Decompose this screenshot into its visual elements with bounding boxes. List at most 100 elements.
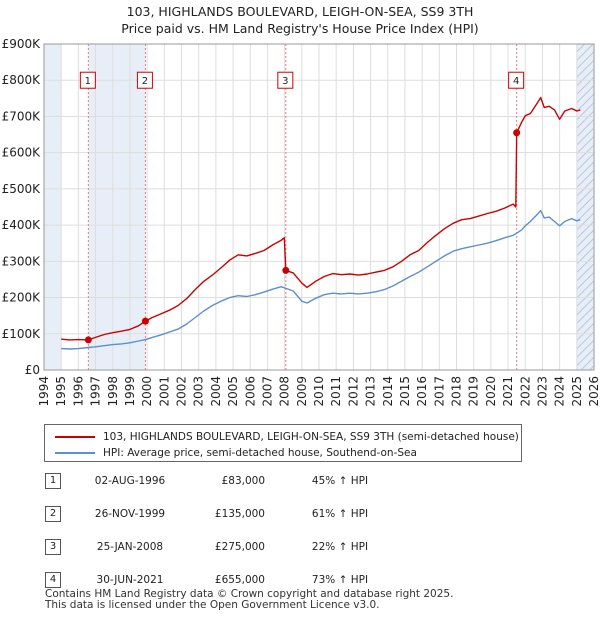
x-tick-label: 2003 bbox=[192, 376, 206, 407]
x-tick-label: 2014 bbox=[381, 376, 395, 407]
x-tick-labels: 1994 1995 1996 1997 1998 1999 2000 2001 2002 2003… bbox=[37, 376, 600, 407]
sale-marker-label: 4 bbox=[513, 76, 519, 87]
y-tick-label: £400K bbox=[2, 218, 42, 232]
x-tick-label: 2020 bbox=[484, 376, 498, 407]
y-tick-label: £800K bbox=[2, 73, 42, 87]
gridlines bbox=[43, 43, 595, 371]
sale-marker-box bbox=[79, 71, 96, 89]
x-tick-label: 2022 bbox=[518, 376, 532, 407]
y-tick-label: £200K bbox=[2, 291, 42, 305]
shaded-range bbox=[44, 44, 62, 370]
x-tick-label: 2025 bbox=[570, 376, 584, 407]
legend: 103, HIGHLANDS BOULEVARD, LEIGH-ON-SEA, … bbox=[44, 424, 522, 462]
sale-marker-box bbox=[136, 71, 153, 89]
x-tick-label: 2008 bbox=[278, 376, 292, 407]
legend-label-hpi: HPI: Average price, semi-detached house,… bbox=[103, 447, 417, 459]
x-tick-label: 2018 bbox=[450, 376, 464, 407]
sale-date: 25-JAN-2008 bbox=[96, 541, 164, 553]
x-tick-label: 1998 bbox=[106, 376, 120, 407]
x-tick-label: 2015 bbox=[398, 376, 412, 407]
footer-copyright: Contains HM Land Registry data © Crown c… bbox=[45, 588, 454, 600]
shaded-range bbox=[88, 44, 146, 370]
y-tick-label: £500K bbox=[2, 182, 42, 196]
shaded-range bbox=[576, 44, 594, 370]
x-tick-label: 1994 bbox=[37, 376, 51, 407]
x-tick-label: 2026 bbox=[587, 376, 600, 407]
x-tick-label: 2019 bbox=[467, 376, 481, 407]
series-line-hpi bbox=[61, 209, 581, 350]
sale-number-badge: 4 bbox=[45, 572, 61, 588]
series-lines bbox=[61, 96, 581, 350]
x-tick-label: 2002 bbox=[175, 376, 189, 407]
sale-number-badge: 3 bbox=[45, 539, 61, 555]
x-tick-label: 2010 bbox=[312, 376, 326, 407]
sale-row: 4 30-JUN-2021 £655,000 73% ↑ HPI bbox=[0, 571, 600, 591]
sale-point bbox=[141, 317, 149, 325]
sale-row: 1 02-AUG-1996 £83,000 45% ↑ HPI bbox=[0, 472, 600, 492]
legend-swatch-property bbox=[55, 436, 95, 438]
x-tick-label: 1997 bbox=[89, 376, 103, 407]
sale-vertical-lines bbox=[87, 44, 518, 370]
y-tick-label: £600K bbox=[2, 146, 42, 160]
sale-markers: 1 2 3 4 bbox=[79, 71, 525, 89]
x-tick-label: 2021 bbox=[501, 376, 515, 407]
sale-row: 3 25-JAN-2008 £275,000 22% ↑ HPI bbox=[0, 538, 600, 558]
sale-price: £655,000 bbox=[214, 574, 265, 586]
sale-number-badge: 1 bbox=[45, 473, 61, 489]
x-tick-label: 2012 bbox=[346, 376, 360, 407]
x-tick-label: 2023 bbox=[535, 376, 549, 407]
y-tick-label: £100K bbox=[2, 327, 42, 341]
x-tick-label: 2024 bbox=[553, 376, 567, 407]
y-tick-labels: £0 £100K £200K £300K £400K £500K £600K £700K £80… bbox=[2, 37, 42, 377]
plot-frame bbox=[43, 43, 595, 371]
x-tick-label: 2009 bbox=[295, 376, 309, 407]
x-tick-label: 2006 bbox=[243, 376, 257, 407]
sale-marker-label: 3 bbox=[282, 76, 288, 87]
x-tick-label: 2001 bbox=[157, 376, 171, 407]
legend-swatch-hpi bbox=[55, 452, 95, 454]
x-tick-label: 1999 bbox=[123, 376, 137, 407]
sale-row: 2 26-NOV-1999 £135,000 61% ↑ HPI bbox=[0, 505, 600, 525]
footer: Contains HM Land Registry data © Crown c… bbox=[45, 589, 453, 611]
legend-label-property: 103, HIGHLANDS BOULEVARD, LEIGH-ON-SEA, … bbox=[103, 431, 519, 443]
x-tick-label: 2005 bbox=[226, 376, 240, 407]
x-tick-label: 2013 bbox=[364, 376, 378, 407]
x-tick-label: 2000 bbox=[140, 376, 154, 407]
sale-points bbox=[84, 129, 521, 344]
x-tick-label: 2017 bbox=[432, 376, 446, 407]
x-tick-label: 1995 bbox=[54, 376, 68, 407]
sale-hpi-change: 22% ↑ HPI bbox=[311, 541, 369, 553]
y-tick-label: £900K bbox=[2, 37, 42, 51]
sale-marker-box bbox=[508, 71, 525, 89]
sale-price: £83,000 bbox=[221, 475, 265, 487]
sale-date: 30-JUN-2021 bbox=[96, 574, 164, 586]
chart-title-block: 103, HIGHLANDS BOULEVARD, LEIGH-ON-SEA, … bbox=[0, 3, 600, 37]
chart-title: 103, HIGHLANDS BOULEVARD, LEIGH-ON-SEA, … bbox=[126, 4, 474, 19]
sale-point bbox=[282, 266, 290, 274]
sale-date: 02-AUG-1996 bbox=[94, 475, 166, 487]
y-tick-label: £300K bbox=[2, 254, 42, 268]
sale-hpi-change: 45% ↑ HPI bbox=[311, 475, 369, 487]
x-tick-label: 2016 bbox=[415, 376, 429, 407]
sale-price: £135,000 bbox=[214, 508, 265, 520]
series-line-property bbox=[61, 96, 581, 341]
sale-marker-box bbox=[277, 71, 294, 89]
x-tick-label: 1996 bbox=[71, 376, 85, 407]
x-tick-label: 2004 bbox=[209, 376, 223, 407]
shaded-ranges bbox=[44, 44, 594, 370]
y-tick-label: £700K bbox=[2, 109, 42, 123]
sale-marker-label: 1 bbox=[85, 76, 91, 87]
sale-date: 26-NOV-1999 bbox=[94, 508, 166, 520]
chart-subtitle: Price paid vs. HM Land Registry's House … bbox=[121, 21, 479, 36]
x-tick-label: 2011 bbox=[329, 376, 343, 407]
sale-number-badge: 2 bbox=[45, 506, 61, 522]
sale-point bbox=[84, 336, 92, 344]
sale-point bbox=[513, 129, 521, 137]
price-chart: 1 2 3 4 £0 £100K £200K £300K £400K £500K £600K £70… bbox=[2, 37, 600, 407]
footer-licence: This data is licensed under the Open Gov… bbox=[45, 599, 380, 611]
sale-hpi-change: 73% ↑ HPI bbox=[311, 574, 369, 586]
sale-price: £275,000 bbox=[214, 541, 265, 553]
sale-marker-label: 2 bbox=[142, 76, 148, 87]
sale-hpi-change: 61% ↑ HPI bbox=[311, 508, 369, 520]
y-tick-label: £0 bbox=[25, 363, 40, 377]
